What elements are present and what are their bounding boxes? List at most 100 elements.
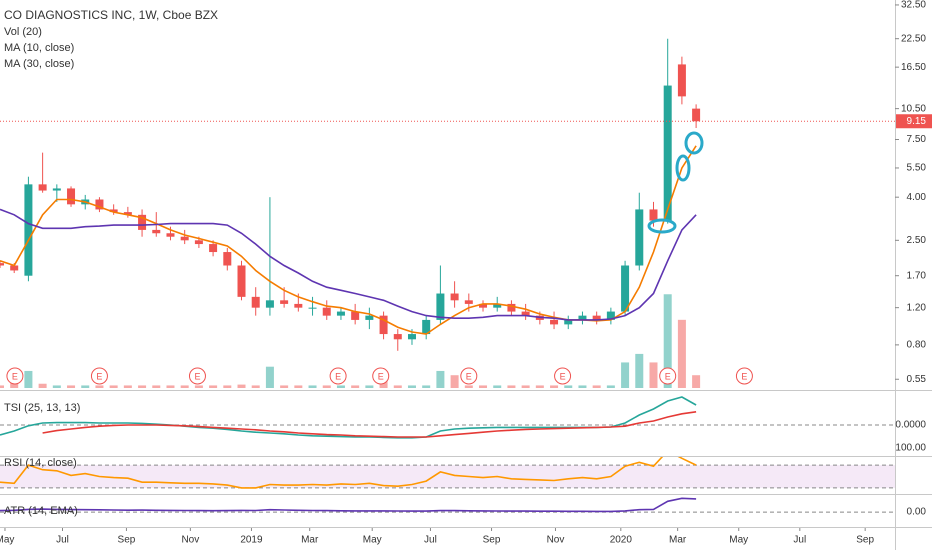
- y-tick-label: 1.70: [907, 270, 927, 281]
- candle-body: [223, 252, 232, 266]
- earnings-marker: [188, 367, 206, 385]
- y-tick-label: 0.0000: [895, 420, 926, 431]
- earnings-marker: [329, 367, 347, 385]
- earnings-label: E: [665, 371, 671, 381]
- earnings-marker: [372, 367, 390, 385]
- volume-bar: [365, 385, 374, 388]
- x-tick-label: Jul: [424, 535, 437, 546]
- legend-entry: MA (10, close): [4, 42, 74, 54]
- x-tick-label: Nov: [181, 535, 199, 546]
- candle-body: [24, 184, 33, 276]
- volume-bar: [95, 385, 104, 388]
- drawn-circle: [675, 154, 691, 182]
- volume-bar: [407, 385, 416, 388]
- candle-body: [635, 209, 644, 266]
- volume-bar: [194, 385, 203, 388]
- x-tick-label: May: [363, 535, 382, 546]
- x-tick-label: Sep: [483, 535, 501, 546]
- candle-body: [621, 265, 630, 312]
- rsi-line: [0, 457, 697, 489]
- volume-bar: [280, 385, 289, 388]
- legend-entry: MA (30, close): [4, 58, 74, 70]
- volume-bar: [24, 370, 33, 388]
- y-tick-label: 5.50: [907, 163, 927, 174]
- annotations: [647, 131, 704, 234]
- candle-body: [308, 307, 317, 309]
- atr-pane: [0, 497, 895, 513]
- volume-bar: [308, 385, 317, 388]
- y-tick-label: 4.00: [907, 192, 927, 203]
- volume-bar: [464, 385, 473, 388]
- candle-body: [294, 303, 303, 308]
- x-tick-label: 2020: [610, 535, 633, 546]
- candle-body: [450, 293, 459, 301]
- volume-bar: [322, 385, 331, 388]
- earnings-label: E: [12, 371, 18, 381]
- y-tick-label: 32.50: [901, 0, 926, 11]
- earnings-label: E: [96, 371, 102, 381]
- earnings-marker: [735, 367, 753, 385]
- volume-bar: [294, 385, 303, 388]
- volume-bar: [479, 385, 488, 388]
- chart-title: CO DIAGNOSTICS INC, 1W, Cboe BZX: [4, 8, 218, 22]
- volume-bar: [52, 385, 61, 388]
- candle-body: [649, 209, 658, 221]
- volume-bar: [635, 353, 644, 388]
- volume-bar: [166, 385, 175, 388]
- candle-body: [351, 311, 360, 320]
- price-badge-label: 9.15: [907, 116, 927, 127]
- candle-body: [606, 311, 615, 320]
- volume-bar: [692, 375, 701, 388]
- candle-body: [379, 315, 388, 335]
- candle-body: [10, 265, 19, 271]
- candle-body: [322, 307, 331, 316]
- tsi-line: [42, 411, 697, 438]
- candle-body: [521, 311, 530, 316]
- earnings-marker: [460, 367, 478, 385]
- x-tick-label: Nov: [547, 535, 565, 546]
- volume-bar: [351, 385, 360, 388]
- legend-entry: Vol (20): [4, 26, 42, 38]
- candle-body: [280, 300, 289, 304]
- volume-bar: [450, 375, 459, 388]
- volume-bar: [521, 385, 530, 388]
- earnings-label: E: [378, 371, 384, 381]
- y-tick-label: 0.00: [907, 507, 927, 518]
- price-badge: [896, 114, 932, 129]
- volume-bar: [592, 385, 601, 388]
- volume-bar: [649, 362, 658, 388]
- x-tick-label: Sep: [856, 535, 874, 546]
- candle-body: [464, 300, 473, 304]
- volume-bar: [422, 385, 431, 388]
- volume-bar: [393, 385, 402, 388]
- volume-bar: [436, 370, 445, 388]
- volume-bar: [564, 385, 573, 388]
- candle-body: [237, 265, 246, 297]
- y-tick-label: 7.50: [907, 134, 927, 145]
- earnings-label: E: [335, 371, 341, 381]
- volume-bar: [209, 385, 218, 388]
- volume-bar: [223, 385, 232, 388]
- candle-body: [123, 212, 132, 215]
- y-tick-label: 0.55: [907, 374, 927, 385]
- earnings-marker: [659, 367, 677, 385]
- candle-body: [209, 244, 218, 253]
- volume-bar: [336, 385, 345, 388]
- volume-bar: [123, 385, 132, 388]
- candle-body: [493, 303, 502, 308]
- x-tick-label: Jul: [56, 535, 69, 546]
- candle-body: [38, 184, 47, 191]
- earnings-label: E: [466, 371, 472, 381]
- volume-bar: [663, 294, 672, 388]
- volume-bar: [535, 385, 544, 388]
- volume-bar: [507, 385, 516, 388]
- candle-body: [166, 233, 175, 237]
- candle-body: [194, 240, 203, 245]
- pane-label: TSI (25, 13, 13): [4, 402, 80, 414]
- volume-bar: [138, 385, 147, 388]
- candle-body: [550, 319, 559, 325]
- rsi-pane: [0, 457, 895, 489]
